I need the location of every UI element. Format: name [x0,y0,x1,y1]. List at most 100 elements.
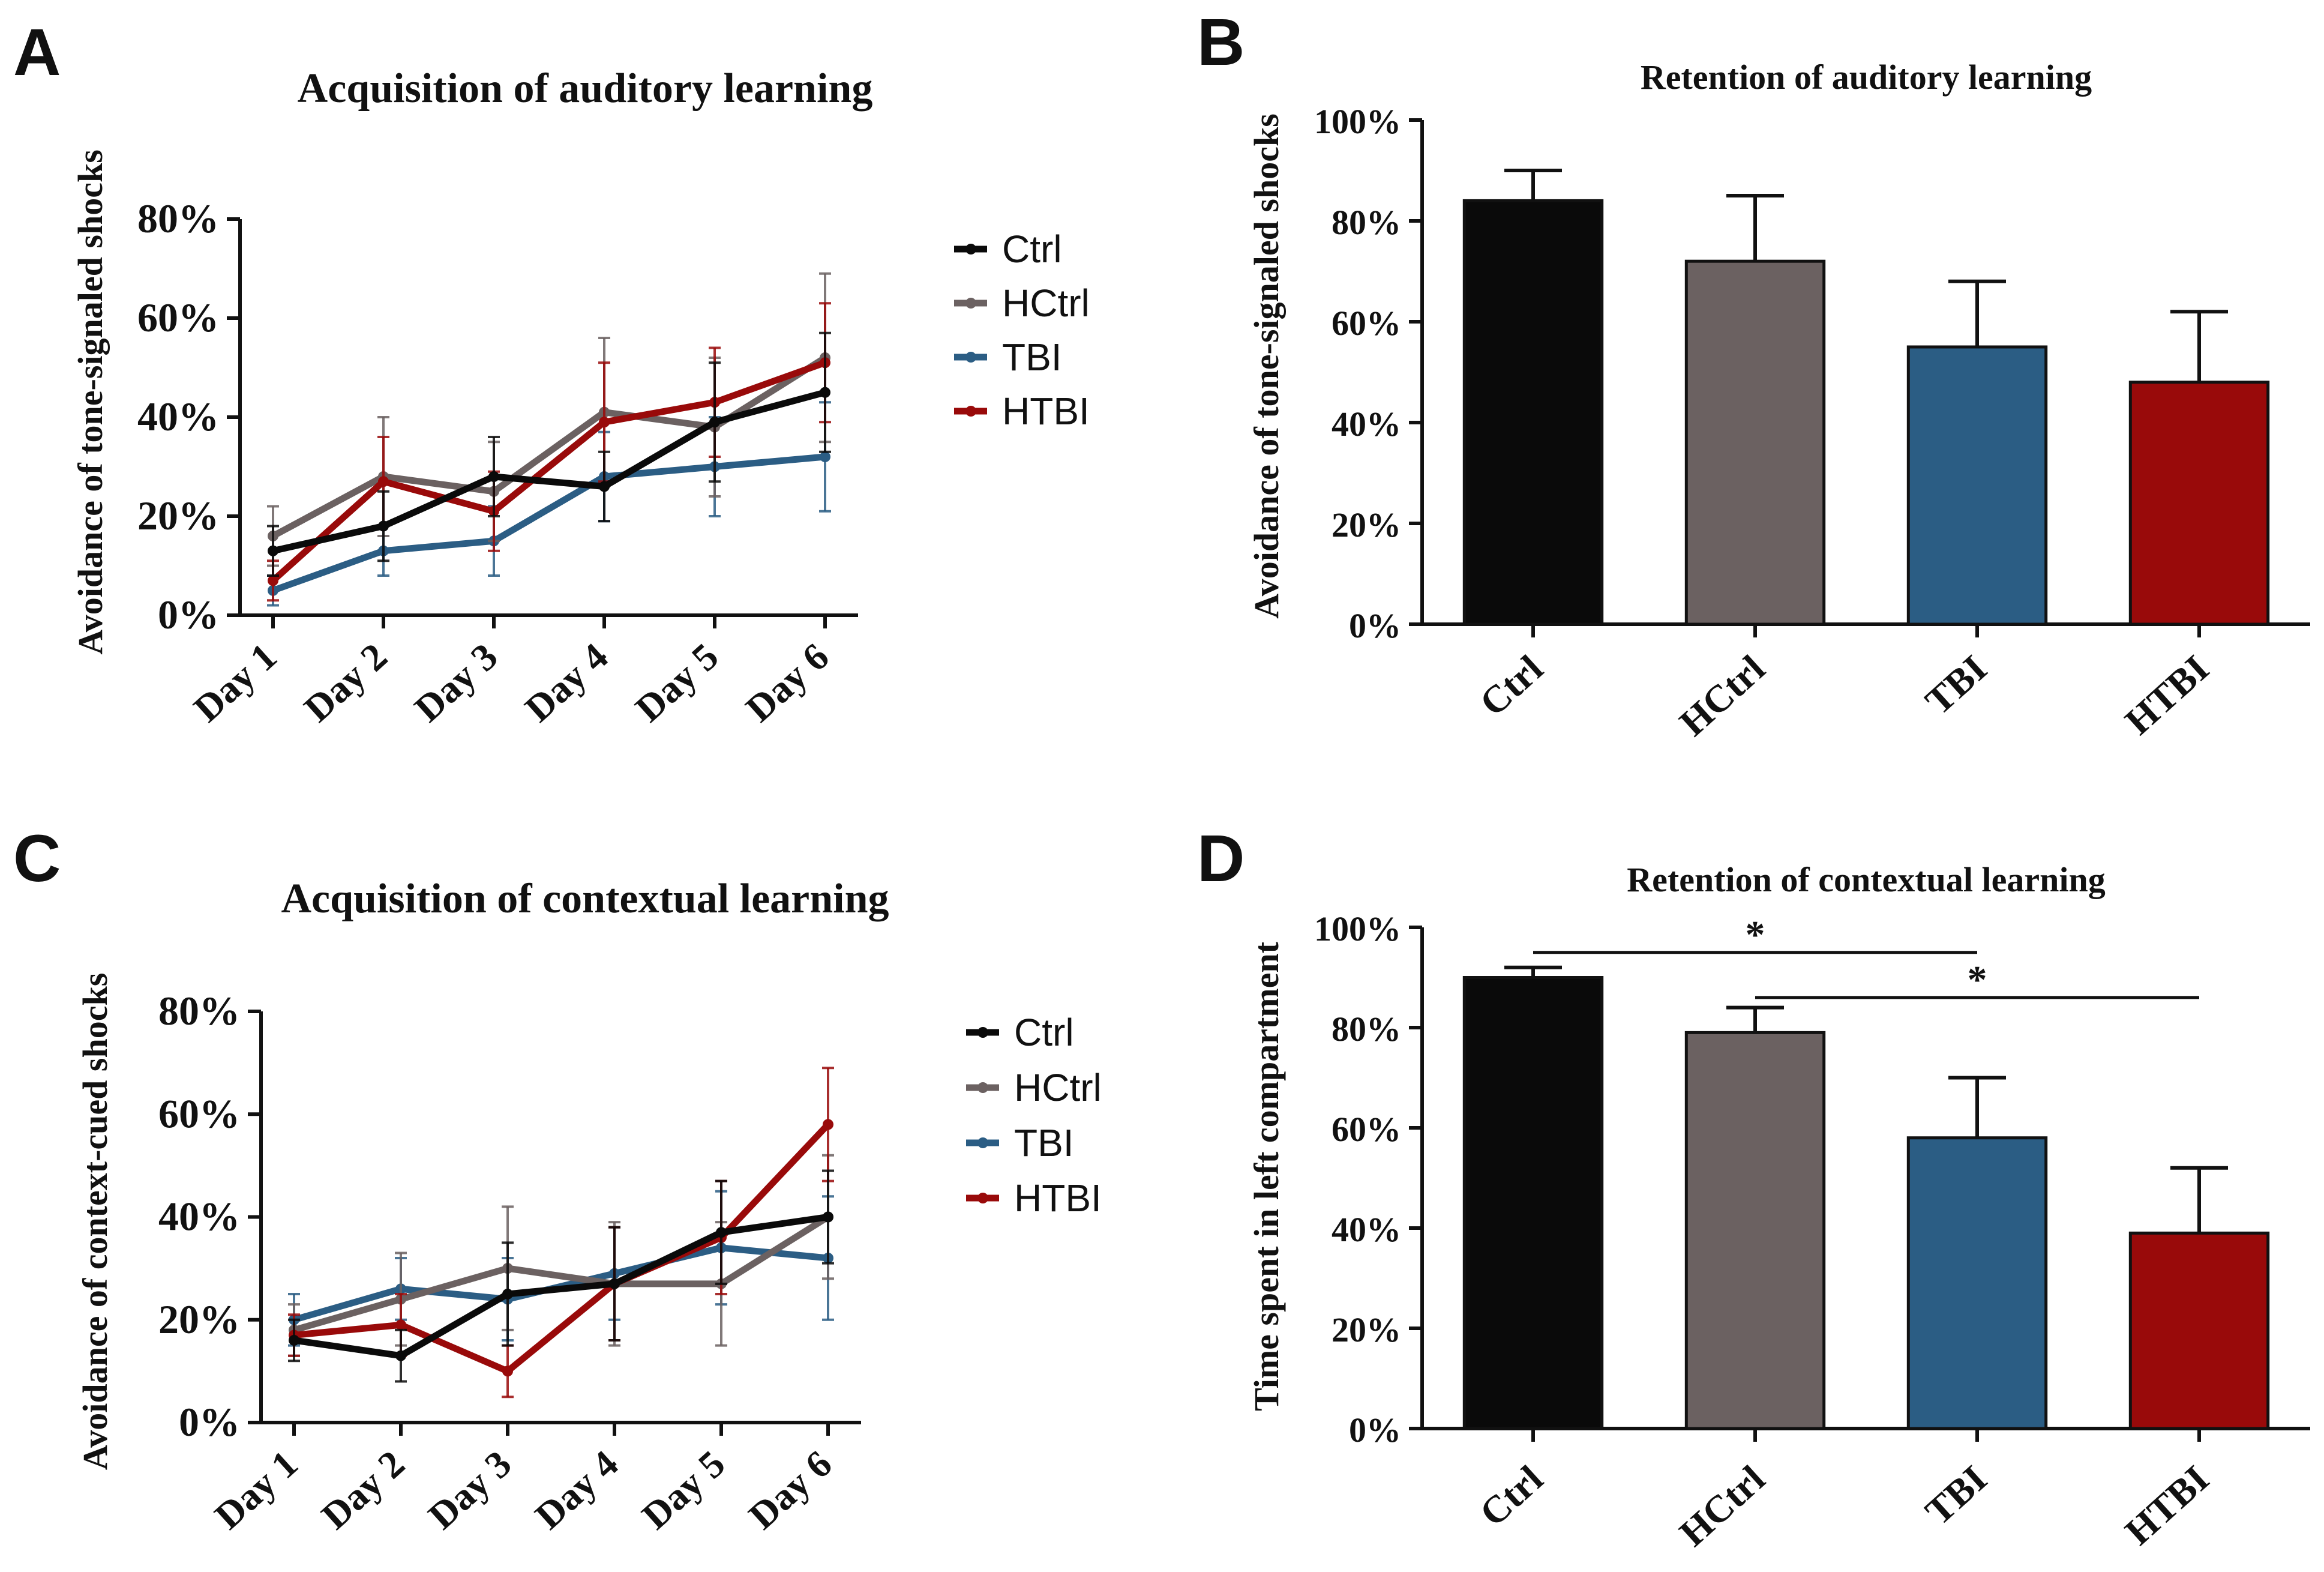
chart-a-auditory-acquisition: Acquisition of auditory learning Avoidanc… [71,65,1090,730]
y-axis-label: Time spent in left compartment [1247,941,1286,1411]
legend-label: TBI [1002,336,1062,379]
y-tick-label: 20% [1332,1310,1401,1349]
y-axis-label: Avoidance of tone-signaled shocks [71,149,110,655]
x-tick-label: Day 2 [296,635,395,730]
data-point [823,1211,833,1223]
x-tick-label: HCtrl [1671,1457,1773,1555]
y-tick-label: 100% [1314,909,1401,948]
data-point [268,575,278,586]
series-hctrl [267,272,831,567]
series-tbi [288,1190,834,1347]
data-point [268,545,278,556]
significance-marker: * [1968,958,1987,1002]
legend-marker [965,244,976,254]
bar-hctrl [1684,1031,1826,1430]
x-tick-label: HTBI [2117,647,2217,743]
chart-b-auditory-retention: Retention of auditory learning Avoidance … [1247,58,2310,744]
legend: Ctrl HCtrl TBI HTBI [966,1011,1102,1220]
panel-letter-b: B [1197,5,1245,79]
x-tick-label: HCtrl [1671,647,1773,744]
data-point [599,481,610,492]
x-tick-label: Day 4 [517,635,616,730]
x-tick-label: TBI [1917,647,1995,723]
y-tick-label: 60% [1332,1110,1401,1149]
legend-label: HTBI [1014,1176,1102,1220]
y-tick-label: 20% [1332,505,1401,544]
series-tbi [267,401,831,607]
legend-marker [965,406,976,417]
chart-title: Retention of contextual learning [1627,860,2105,899]
legend-label: HCtrl [1002,282,1090,325]
significance-marker: * [1746,913,1765,957]
bar-htbi [2128,381,2270,626]
data-point [716,1227,727,1238]
chart-c-contextual-acquisition: Acquisition of contextual learning Avoida… [76,876,1102,1537]
data-point [488,471,499,482]
series-line [293,1214,829,1360]
series-htbi [288,1067,834,1399]
y-tick-label: 60% [158,1091,240,1136]
chart-title: Retention of auditory learning [1641,58,2092,97]
data-point [395,1319,406,1331]
series-line [293,1214,830,1334]
y-tick-label: 80% [1332,1010,1401,1049]
data-point [709,417,720,428]
legend-marker [977,1137,988,1148]
legend-label: HTBI [1002,390,1090,433]
y-tick-label: 40% [1332,405,1401,444]
x-tick-label: Day 3 [406,635,505,730]
x-tick-label: Day 6 [737,635,836,730]
y-axis-label: Avoidance of context-cued shocks [76,973,115,1471]
panel-letter-c: C [13,822,61,896]
bar-htbi [2128,1231,2270,1430]
y-tick-label: 20% [137,493,219,538]
series-line [272,389,826,555]
y-tick-label: 20% [158,1296,240,1342]
data-point [502,1288,513,1299]
bar-tbi [1906,1136,2048,1430]
legend-marker [977,1027,988,1038]
legend-label: Ctrl [1014,1011,1074,1054]
panel-letter-d: D [1197,822,1245,896]
x-tick-label: Day 3 [420,1442,519,1538]
x-tick-label: Day 1 [185,635,284,730]
legend-label: Ctrl [1002,227,1062,271]
y-tick-label: 60% [1332,304,1401,343]
bar-ctrl [1462,976,1604,1430]
data-point [823,1119,833,1130]
y-tick-label: 40% [158,1194,240,1239]
x-tick-label: Day 5 [627,635,726,730]
y-tick-label: 0% [1349,1411,1401,1450]
legend-marker [965,352,976,363]
x-tick-label: Day 5 [634,1442,733,1538]
series-ctrl [288,1169,834,1383]
y-axis-label: Avoidance of tone-signaled shocks [1247,113,1286,619]
chart-title: Acquisition of auditory learning [298,65,873,112]
y-tick-label: 80% [158,988,240,1034]
y-tick-label: 0% [179,1399,240,1445]
x-tick-label: Day 2 [313,1442,412,1538]
series-ctrl [267,331,831,577]
data-point [395,1350,406,1361]
series-line [271,360,826,583]
y-tick-label: 0% [1349,606,1401,645]
y-tick-label: 100% [1314,102,1401,141]
x-tick-label: Day 1 [206,1442,305,1538]
bar-ctrl [1462,199,1604,626]
data-point [820,451,830,462]
legend-marker [965,298,976,309]
chart-title: Acquisition of contextual learning [281,876,889,922]
x-tick-label: TBI [1917,1457,1995,1534]
x-tick-label: Day 4 [527,1442,626,1538]
legend-label: TBI [1014,1121,1074,1164]
chart-d-contextual-retention: Retention of contextual learning Time spe… [1247,860,2310,1555]
y-tick-label: 0% [158,592,219,637]
data-point [599,417,610,428]
legend-marker [977,1082,988,1093]
data-point [289,1335,299,1346]
x-tick-label: Ctrl [1471,1457,1551,1535]
data-point [378,520,389,532]
series-line [272,453,826,594]
data-point [378,476,389,487]
